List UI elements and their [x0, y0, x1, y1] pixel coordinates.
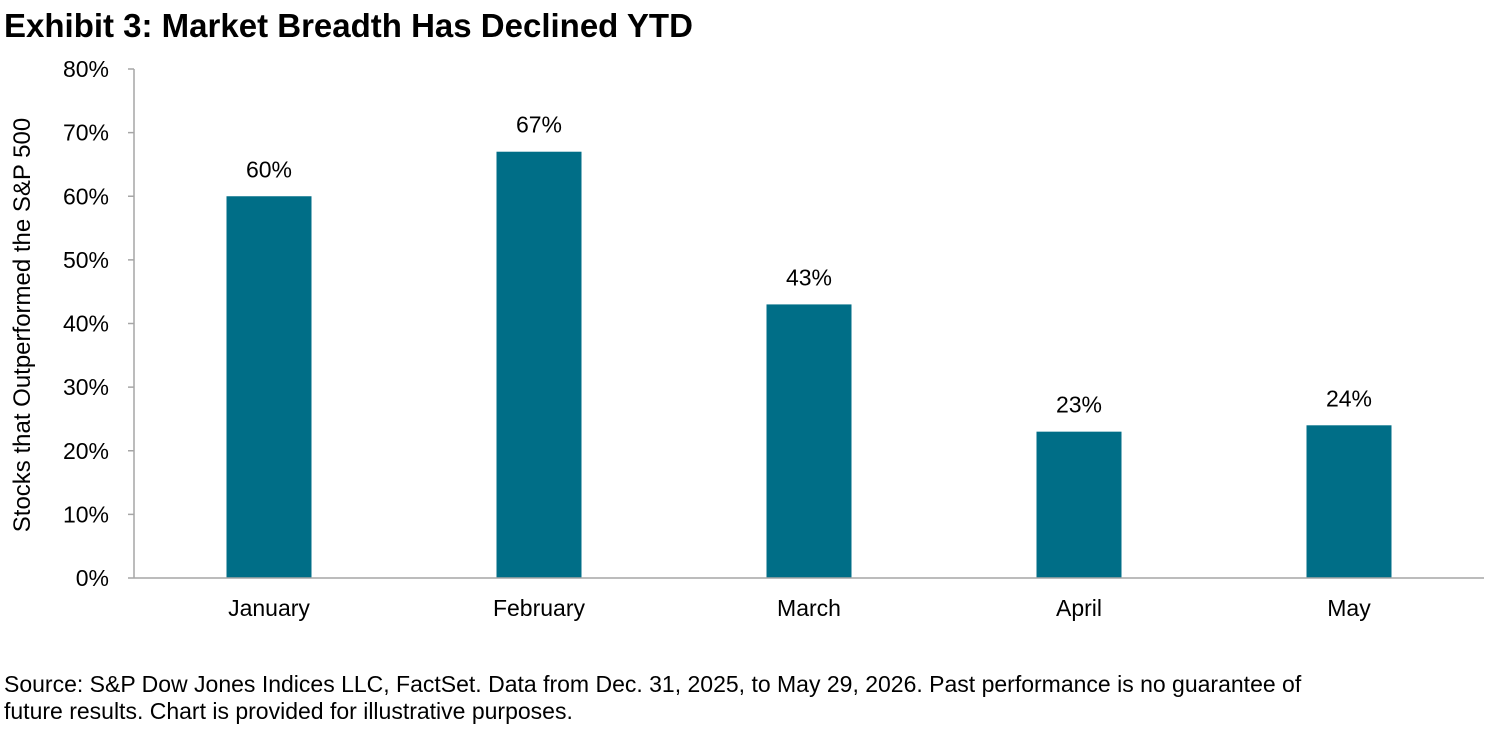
data-label-may: 24% [1326, 385, 1372, 411]
y-tick-label: 40% [63, 311, 109, 337]
bar-april [1036, 431, 1122, 578]
bar-february [496, 151, 582, 578]
x-tick-label-march: March [777, 595, 841, 621]
y-tick-label: 60% [63, 183, 109, 209]
bar-january [226, 196, 312, 578]
y-tick-label: 80% [63, 56, 109, 82]
data-label-april: 23% [1056, 392, 1102, 418]
x-tick-label-may: May [1327, 595, 1371, 621]
data-label-march: 43% [786, 264, 832, 290]
y-tick-label: 20% [63, 438, 109, 464]
bar-march [766, 304, 852, 578]
y-axis-label: Stocks that Outperformed the S&P 500 [9, 118, 36, 532]
bar-may [1306, 425, 1392, 578]
y-tick-label: 30% [63, 374, 109, 400]
y-tick-label: 10% [63, 501, 109, 527]
footnote-line-2: future results. Chart is provided for il… [4, 698, 573, 724]
chart-title: Exhibit 3: Market Breadth Has Declined Y… [4, 7, 693, 44]
x-tick-label-february: February [493, 595, 586, 621]
data-label-january: 60% [246, 156, 292, 182]
footnote-line-1: Source: S&P Dow Jones Indices LLC, FactS… [4, 671, 1302, 697]
source-footnote: Source: S&P Dow Jones Indices LLC, FactS… [4, 671, 1484, 725]
y-tick-label: 70% [63, 120, 109, 146]
x-tick-label-april: April [1056, 595, 1102, 621]
data-label-february: 67% [516, 112, 562, 138]
x-tick-label-january: January [228, 595, 310, 621]
y-tick-label: 0% [76, 565, 109, 591]
y-tick-label: 50% [63, 247, 109, 273]
